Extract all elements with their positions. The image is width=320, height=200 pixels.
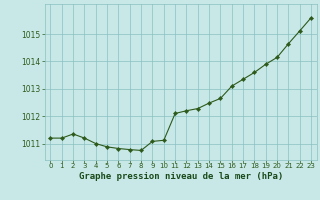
X-axis label: Graphe pression niveau de la mer (hPa): Graphe pression niveau de la mer (hPa) (79, 172, 283, 181)
